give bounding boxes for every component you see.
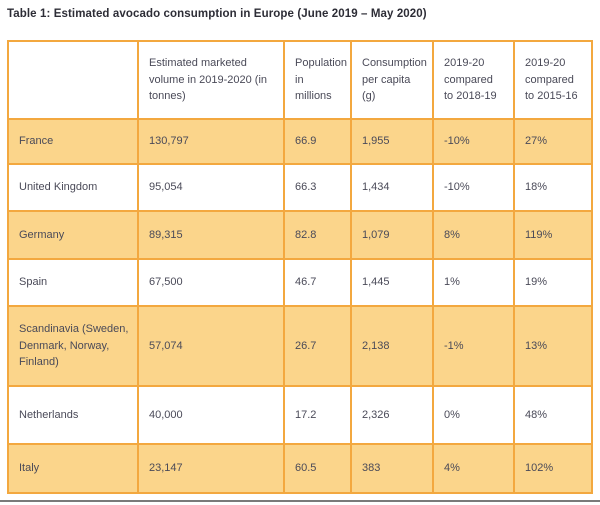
cell-population: 66.3 <box>283 163 352 212</box>
cell-population: 60.5 <box>283 443 352 494</box>
table-row-united-kingdom: United Kingdom 95,054 66.3 1,434 -10% 18… <box>7 163 593 212</box>
cell-vs-2018-19: -10% <box>432 118 515 165</box>
cell-population: 66.9 <box>283 118 352 165</box>
table-row-netherlands: Netherlands 40,000 17.2 2,326 0% 48% <box>7 385 593 445</box>
cell-vs-2018-19: 4% <box>432 443 515 494</box>
cell-volume: 23,147 <box>137 443 285 494</box>
cell-volume: 95,054 <box>137 163 285 212</box>
table-row-france: France 130,797 66.9 1,955 -10% 27% <box>7 118 593 165</box>
table-header-row: Estimated marketed volume in 2019-2020 (… <box>7 40 593 120</box>
header-population: Population in millions <box>283 40 352 120</box>
table-row-spain: Spain 67,500 46.7 1,445 1% 19% <box>7 258 593 307</box>
cell-population: 26.7 <box>283 305 352 387</box>
cell-vs-2018-19: -1% <box>432 305 515 387</box>
cell-per-capita: 2,326 <box>350 385 434 445</box>
cell-vs-2015-16: 19% <box>513 258 593 307</box>
cell-country: Scandinavia (Sweden, Denmark, Norway, Fi… <box>7 305 139 387</box>
cell-population: 46.7 <box>283 258 352 307</box>
cell-country: United Kingdom <box>7 163 139 212</box>
cell-country: Germany <box>7 210 139 260</box>
bottom-divider <box>0 500 600 502</box>
cell-vs-2015-16: 48% <box>513 385 593 445</box>
cell-volume: 57,074 <box>137 305 285 387</box>
page-title: Table 1: Estimated avocado consumption i… <box>7 8 427 20</box>
cell-population: 82.8 <box>283 210 352 260</box>
table-row-italy: Italy 23,147 60.5 383 4% 102% <box>7 443 593 494</box>
header-vs-2018-19: 2019-20 compared to 2018-19 <box>432 40 515 120</box>
header-per-capita: Consumption per capita (g) <box>350 40 434 120</box>
cell-per-capita: 383 <box>350 443 434 494</box>
header-country <box>7 40 139 120</box>
cell-vs-2015-16: 18% <box>513 163 593 212</box>
cell-volume: 67,500 <box>137 258 285 307</box>
cell-volume: 89,315 <box>137 210 285 260</box>
cell-per-capita: 2,138 <box>350 305 434 387</box>
cell-vs-2015-16: 13% <box>513 305 593 387</box>
cell-per-capita: 1,079 <box>350 210 434 260</box>
header-volume: Estimated marketed volume in 2019-2020 (… <box>137 40 285 120</box>
cell-vs-2018-19: 1% <box>432 258 515 307</box>
cell-vs-2018-19: 8% <box>432 210 515 260</box>
cell-population: 17.2 <box>283 385 352 445</box>
cell-per-capita: 1,445 <box>350 258 434 307</box>
cell-volume: 130,797 <box>137 118 285 165</box>
cell-vs-2015-16: 102% <box>513 443 593 494</box>
cell-vs-2018-19: -10% <box>432 163 515 212</box>
cell-volume: 40,000 <box>137 385 285 445</box>
cell-country: Netherlands <box>7 385 139 445</box>
table-row-scandinavia: Scandinavia (Sweden, Denmark, Norway, Fi… <box>7 305 593 387</box>
cell-vs-2015-16: 119% <box>513 210 593 260</box>
cell-country: Spain <box>7 258 139 307</box>
avocado-consumption-table: Estimated marketed volume in 2019-2020 (… <box>7 40 593 494</box>
cell-country: Italy <box>7 443 139 494</box>
header-vs-2015-16: 2019-20 compared to 2015-16 <box>513 40 593 120</box>
cell-country: France <box>7 118 139 165</box>
cell-vs-2018-19: 0% <box>432 385 515 445</box>
table-row-germany: Germany 89,315 82.8 1,079 8% 119% <box>7 210 593 260</box>
cell-vs-2015-16: 27% <box>513 118 593 165</box>
cell-per-capita: 1,955 <box>350 118 434 165</box>
cell-per-capita: 1,434 <box>350 163 434 212</box>
